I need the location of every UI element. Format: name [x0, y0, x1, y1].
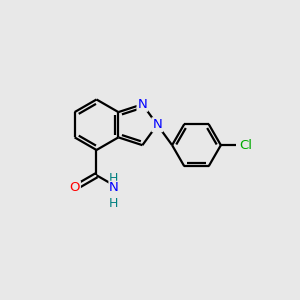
Text: H: H: [109, 172, 119, 185]
Text: Cl: Cl: [239, 139, 252, 152]
Text: N: N: [152, 118, 162, 131]
Text: H: H: [109, 197, 119, 210]
Text: N: N: [137, 98, 147, 111]
Text: O: O: [69, 182, 80, 194]
Text: N: N: [109, 182, 119, 194]
